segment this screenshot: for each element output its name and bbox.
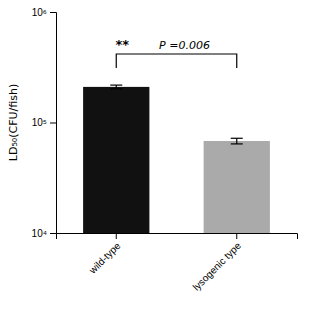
y-tick: 10⁶ <box>32 7 56 18</box>
error-bar <box>110 85 122 89</box>
y-tick-label: 10⁴ <box>32 228 47 239</box>
x-tick-mark <box>116 233 117 239</box>
x-tick: wild-type <box>86 233 123 276</box>
marks <box>83 85 270 233</box>
y-axis-line <box>50 13 57 234</box>
chart: 10⁴ 10⁵ 10⁶ wild-type lysogenic type ** P =0.0… <box>0 0 311 311</box>
annotation: P =0.006 <box>159 39 210 52</box>
y-tick-mark <box>50 12 56 13</box>
error-cap-upper <box>231 138 243 139</box>
x-tick: lysogenic type <box>191 233 244 293</box>
error-cap-upper <box>110 85 122 86</box>
y-tick-label: 10⁵ <box>32 117 47 128</box>
y-axis: 10⁴ 10⁵ 10⁶ <box>32 7 57 239</box>
annotation: ** <box>115 37 129 52</box>
error-bar <box>231 138 243 144</box>
y-tick-label: 10⁶ <box>32 7 47 18</box>
y-axis-title: LD₅₀(CFU/fish) <box>7 84 20 161</box>
plot: 10⁴ 10⁵ 10⁶ wild-type lysogenic type ** P =0.0… <box>32 7 298 293</box>
y-tick-mark <box>50 123 56 124</box>
error-bar-line <box>236 138 237 144</box>
error-cap-lower <box>231 143 243 144</box>
significance: ** P =0.006 <box>115 37 236 68</box>
x-axis: wild-type lysogenic type <box>57 233 298 293</box>
x-tick-label: lysogenic type <box>191 240 244 293</box>
x-axis-line <box>57 234 298 240</box>
bar <box>204 141 270 233</box>
error-cap-lower <box>110 88 122 89</box>
y-tick: 10⁵ <box>32 117 56 128</box>
y-tick: 10⁴ <box>32 228 56 239</box>
significance-bracket <box>116 54 237 68</box>
y-tick-mark <box>50 233 56 234</box>
x-tick-mark <box>236 233 237 239</box>
x-tick-label: wild-type <box>86 240 123 277</box>
bar <box>83 87 149 233</box>
